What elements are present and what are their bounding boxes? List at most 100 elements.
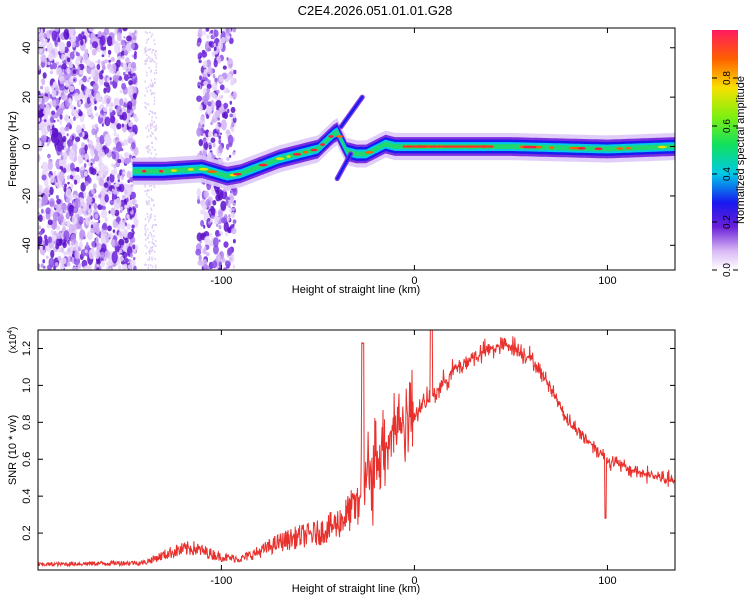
spectrogram-noise-cell: [153, 186, 156, 189]
spectrogram-noise-cell: [230, 106, 236, 113]
spectrogram-noise-cell: [151, 58, 153, 61]
spectrogram-noise-cell: [132, 124, 138, 135]
spectrogram-noise-cell: [63, 141, 67, 147]
spectrogram-noise-cell: [75, 214, 79, 218]
spectrogram-noise-cell: [226, 35, 231, 40]
spectrogram-noise-cell: [69, 135, 73, 140]
spectrogram-noise-cell: [147, 48, 149, 51]
spectrogram-noise-cell: [83, 191, 87, 199]
spectrogram-noise-cell: [38, 197, 41, 201]
spectrogram-noise-cell: [76, 110, 79, 114]
spectrogram-noise-cell: [88, 143, 92, 149]
spectrogram-noise-cell: [42, 245, 46, 250]
spectrogram-noise-cell: [88, 210, 91, 214]
spectrogram-noise-cell: [74, 92, 79, 102]
spectrogram-noise-cell: [231, 127, 235, 133]
spectrogram-noise-cell: [38, 139, 42, 148]
spectrogram-y-tick-label: -20: [21, 188, 33, 204]
spectrogram-noise-cell: [232, 223, 235, 227]
spectrogram-noise-cell: [70, 183, 74, 190]
spectrogram-noise-cell: [155, 137, 158, 140]
spectrogram-noise-cell: [115, 182, 120, 187]
spectrogram-noise-cell: [202, 72, 205, 77]
spectrogram-noise-cell: [217, 208, 224, 217]
spectrogram-noise-cell: [116, 59, 121, 68]
spectrogram-noise-cell: [124, 237, 129, 244]
spectrogram-noise-cell: [152, 199, 154, 202]
spectrogram-hotspot: [320, 143, 325, 146]
spectrogram-noise-cell: [219, 84, 225, 91]
spectrogram-noise-cell: [224, 102, 228, 109]
spectrogram-hotspot: [336, 135, 343, 138]
spectrogram-noise-cell: [224, 260, 231, 268]
spectrogram-noise-cell: [151, 116, 153, 119]
spectrogram-noise-cell: [203, 80, 208, 86]
spectrogram-noise-cell: [44, 187, 49, 197]
spectrogram-noise-cell: [151, 265, 154, 268]
spectrogram-ridge-inner: [132, 127, 675, 181]
spectrogram-noise-cell: [47, 61, 51, 66]
spectrogram-noise-cell: [54, 138, 58, 143]
spectrogram-noise-cell: [69, 104, 75, 110]
spectrogram-noise-cell: [108, 190, 112, 195]
spectrogram-noise-cell: [42, 265, 46, 269]
spectrogram-noise-cell: [123, 158, 130, 165]
spectrogram-noise-cell: [155, 116, 157, 119]
spectrogram-noise-cell: [59, 120, 63, 125]
spectrogram-noise-cell: [120, 39, 125, 46]
spectrogram-noise-cell: [232, 91, 238, 99]
spectrogram-noise-cell: [151, 225, 154, 228]
spectrogram-noise-cell: [146, 215, 149, 218]
spectrogram-noise-cell: [212, 142, 216, 148]
spectrogram-noise-cell: [67, 141, 71, 148]
spectrogram-noise-cell: [47, 138, 52, 143]
spectrogram-noise-cell: [144, 60, 146, 63]
spectrogram-noise-cell: [44, 104, 47, 108]
snr-y-tick-label: 0.6: [21, 452, 33, 467]
spectrogram-noise-cell: [231, 28, 237, 33]
spectrogram-noise-cell: [144, 218, 147, 221]
spectrogram-x-label: Height of straight line (km): [292, 284, 420, 296]
spectrogram-noise-cell: [91, 145, 95, 151]
spectrogram-noise-cell: [153, 125, 155, 128]
spectrogram-noise-cell: [146, 59, 149, 62]
spectrogram-noise-cell: [66, 246, 73, 257]
spectrogram-noise-cell: [208, 32, 211, 35]
spectrogram-noise-cell: [83, 163, 87, 168]
spectrogram-noise-cell: [153, 96, 156, 99]
spectrogram-noise-cell: [196, 127, 202, 137]
spectrogram-noise-cell: [205, 252, 210, 257]
spectrogram-noise-cell: [90, 226, 96, 234]
spectrogram-noise-cell: [204, 235, 211, 245]
spectrogram-noise-cell: [103, 81, 110, 88]
spectrogram-noise-cell: [100, 200, 103, 206]
spectrogram-noise-cell: [210, 121, 213, 125]
spectrogram-noise-cell: [227, 108, 230, 114]
spectrogram-noise-cell: [149, 57, 151, 60]
spectrogram-noise-cell: [149, 60, 151, 63]
spectrogram-noise-cell: [229, 154, 232, 158]
spectrogram-noise-cell: [147, 234, 150, 237]
snr-x-tick-label: -100: [210, 575, 232, 587]
spectrogram-noise-cell: [118, 230, 124, 239]
spectrogram-noise-cell: [197, 85, 201, 89]
spectrogram-noise-cell: [102, 230, 108, 237]
spectrogram-noise-cell: [152, 132, 154, 135]
spectrogram-noise-cell: [203, 247, 207, 255]
spectrogram-noise-cell: [121, 82, 127, 90]
spectrogram-hotspot: [187, 168, 195, 171]
spectrogram-noise-cell: [155, 62, 158, 65]
spectrogram-noise-cell: [211, 264, 215, 269]
spectrogram-noise-cell: [147, 220, 150, 223]
spectrogram-noise-cell: [217, 41, 224, 50]
spectrogram-noise-cell: [84, 144, 88, 152]
spectrogram-noise-cell: [201, 95, 208, 103]
spectrogram-noise-cell: [148, 258, 151, 261]
spectrogram-noise-cell: [73, 256, 81, 266]
spectrogram-noise-cell: [200, 219, 205, 227]
spectrogram-noise-cell: [148, 241, 150, 244]
spectrogram-hotspot: [159, 169, 164, 173]
spectrogram-noise-cell: [155, 153, 157, 156]
spectrogram-noise-cell: [79, 229, 86, 240]
spectrogram-noise-cell: [212, 199, 217, 206]
